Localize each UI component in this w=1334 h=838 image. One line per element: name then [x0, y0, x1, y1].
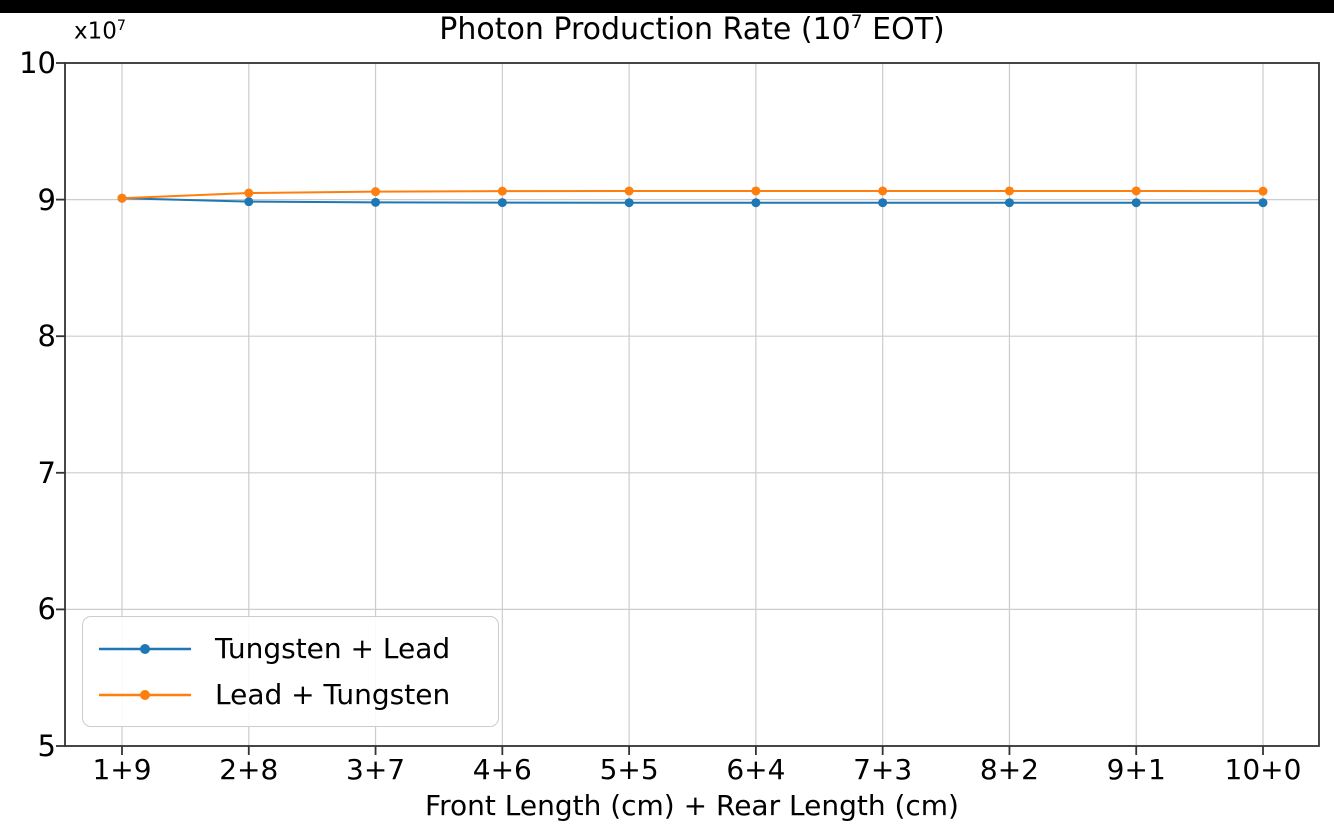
legend-entry: Tungsten + Lead [95, 632, 488, 665]
x-axis-label: Front Length (cm) + Rear Length (cm) [425, 789, 959, 822]
data-point [1004, 198, 1014, 208]
y-tick-label: 7 [37, 455, 56, 490]
x-tick-label: 2+8 [219, 753, 279, 786]
data-point [117, 193, 127, 203]
data-point [244, 197, 254, 207]
data-point [751, 186, 761, 196]
data-point [878, 198, 888, 208]
y-tick-label: 10 [19, 46, 56, 80]
legend-label: Tungsten + Lead [215, 632, 451, 665]
y-axis-offset-prefix: x10 [74, 18, 117, 45]
legend-label: Lead + Tungsten [215, 678, 451, 711]
data-point [1258, 198, 1268, 208]
legend-entry: Lead + Tungsten [95, 678, 488, 711]
data-point [371, 187, 381, 197]
data-point [1004, 186, 1014, 196]
y-tick-label: 8 [37, 319, 56, 354]
data-point [497, 186, 507, 196]
data-point [624, 186, 634, 196]
data-point [371, 197, 381, 207]
chart-title-superscript: 7 [850, 12, 863, 33]
top-bar [0, 0, 1334, 13]
chart-title: Photon Production Rate (107 EOT) [65, 12, 1319, 47]
axes-frame [64, 62, 1320, 747]
x-tick-label: 1+9 [92, 753, 152, 786]
chart-title-text: Photon Production Rate (10 [439, 12, 851, 47]
chart-title-suffix: EOT) [862, 12, 945, 47]
series-line-lead-tungsten [121, 189, 1264, 200]
y-tick-label: 9 [37, 182, 56, 217]
x-tick-label: 9+1 [1106, 753, 1166, 786]
x-tick-label: 4+6 [472, 753, 532, 786]
x-tick-label: 3+7 [346, 753, 406, 786]
legend-line-sample [99, 689, 191, 700]
data-point [244, 188, 254, 198]
legend-marker-icon [140, 643, 150, 654]
x-tick-label: 5+5 [599, 753, 659, 786]
series-line-tungsten-lead [121, 197, 1263, 204]
y-axis-offset-text: x107 [74, 18, 126, 45]
data-point [1131, 186, 1141, 196]
data-point [1258, 186, 1268, 196]
x-tick-label: 10+0 [1224, 753, 1302, 786]
y-tick-label: 5 [37, 729, 56, 763]
x-tick-label: 7+3 [853, 753, 913, 786]
y-axis-offset-superscript: 7 [116, 18, 126, 34]
data-point [497, 198, 507, 208]
x-tick-label: 8+2 [979, 753, 1039, 786]
legend-line-sample [99, 643, 191, 654]
legend: Tungsten + Lead Lead + Tungsten [82, 616, 499, 727]
data-point [624, 198, 634, 208]
data-point [751, 198, 761, 208]
x-tick-label: 6+4 [726, 753, 786, 786]
data-point [878, 186, 888, 196]
data-point [1131, 198, 1141, 208]
legend-marker-icon [140, 689, 150, 700]
y-tick-label: 6 [37, 592, 56, 627]
